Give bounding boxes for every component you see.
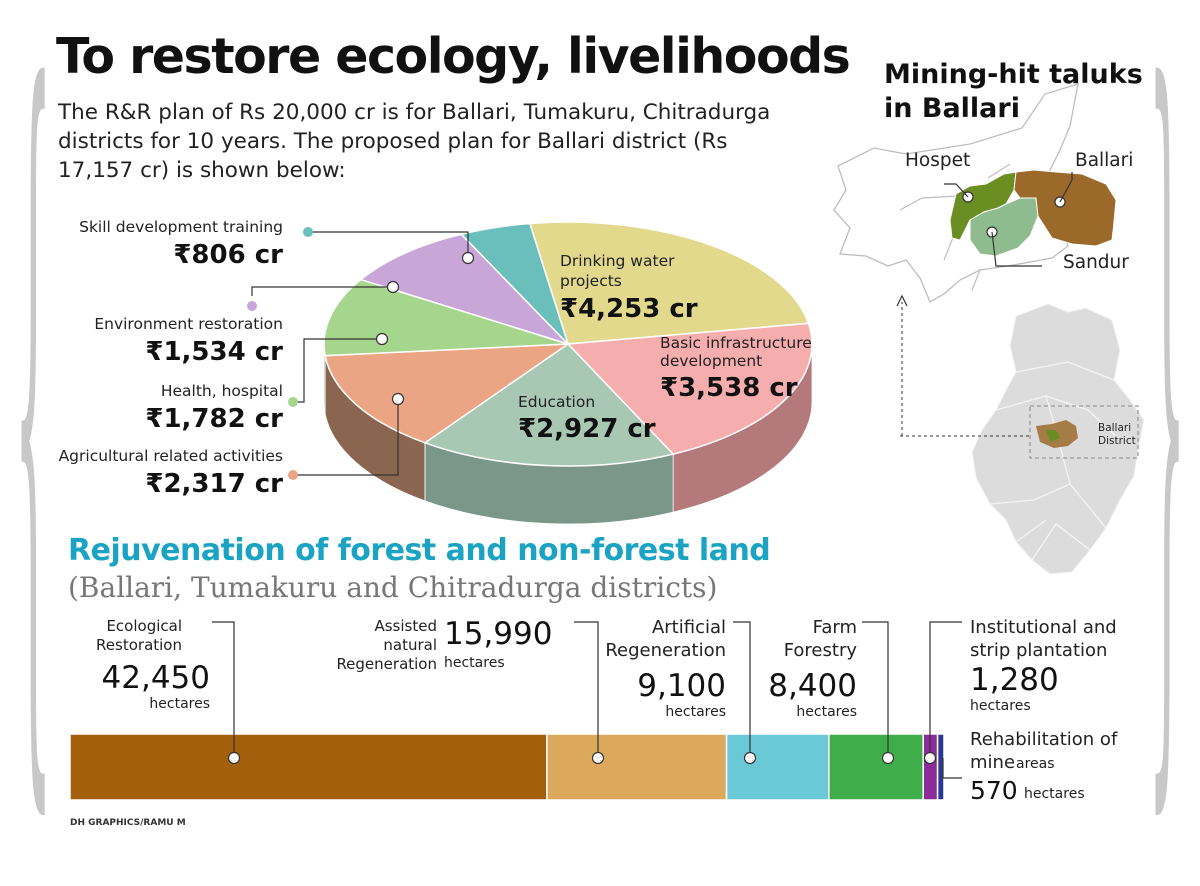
legend-dot-agri bbox=[288, 470, 298, 480]
eco-value: 42,450 bbox=[101, 660, 210, 696]
reh-label-3: areas bbox=[1016, 756, 1055, 772]
page-title: To restore ecology, livelihoods bbox=[56, 28, 851, 85]
leader-farm bbox=[862, 621, 889, 758]
art-value: 9,100 bbox=[637, 668, 726, 704]
ballari-taluk bbox=[1013, 169, 1117, 247]
inst-value: 1,280 bbox=[970, 662, 1059, 698]
label-inset-ballari: Ballari bbox=[1098, 422, 1132, 434]
marker-environment bbox=[386, 280, 400, 294]
marker-health bbox=[375, 332, 389, 346]
value-drinking: ₹4,253 cr bbox=[560, 294, 698, 324]
label-agri: Agricultural related activities bbox=[58, 447, 283, 465]
reh-unit: hectares bbox=[1024, 786, 1085, 802]
marker-art bbox=[743, 751, 757, 765]
section-subtitle: (Ballari, Tumakuru and Chitradurga distr… bbox=[68, 571, 718, 604]
label-skill: Skill development training bbox=[79, 218, 283, 236]
map-title-line1: Mining-hit taluks bbox=[884, 59, 1143, 90]
label-hospet: Hospet bbox=[905, 150, 971, 171]
pie-slice-0 bbox=[528, 221, 810, 345]
legend-dot-skill bbox=[303, 227, 313, 237]
bar-segment-2 bbox=[725, 733, 830, 801]
pie-slice-3 bbox=[324, 343, 571, 444]
art-label-1: Artificial bbox=[651, 617, 726, 638]
eco-label-1: Ecological bbox=[106, 617, 182, 635]
label-drinking-1: Drinking water bbox=[560, 252, 675, 270]
marker-farm bbox=[881, 751, 895, 765]
bar-segment-1 bbox=[546, 733, 728, 801]
page-subtitle: The R&R plan of Rs 20,000 cr is for Ball… bbox=[58, 100, 771, 183]
marker-eco bbox=[227, 751, 241, 765]
section-title: Rejuvenation of forest and non-forest la… bbox=[68, 533, 771, 568]
label-inset-district: District bbox=[1098, 435, 1136, 447]
leader-art bbox=[733, 621, 751, 758]
anr-label-3: Regeneration bbox=[336, 655, 437, 673]
anr-label-2: natural bbox=[383, 636, 437, 654]
map-title: Mining-hit taluks in Ballari bbox=[884, 58, 1143, 126]
value-health: ₹1,782 cr bbox=[145, 404, 283, 434]
leader-reh bbox=[942, 758, 962, 779]
bar-segment-3 bbox=[828, 733, 924, 801]
leader-inst bbox=[929, 621, 962, 758]
reh-label-1: Rehabilitation of bbox=[970, 729, 1118, 750]
marker-agri bbox=[391, 392, 405, 406]
farm-label-2: Forestry bbox=[783, 640, 857, 661]
legend-dot-health bbox=[288, 397, 298, 407]
value-skill: ₹806 cr bbox=[173, 240, 283, 270]
inst-label-2: strip plantation bbox=[970, 640, 1108, 661]
legend-dot-environment bbox=[247, 301, 257, 311]
farm-unit: hectares bbox=[796, 704, 857, 720]
reh-label-2: mine bbox=[970, 752, 1016, 773]
map-title-line2: in Ballari bbox=[884, 93, 1020, 124]
label-basic-1: Basic infrastructure bbox=[660, 334, 812, 352]
leader-environment bbox=[251, 286, 393, 296]
leader-eco bbox=[212, 621, 235, 758]
bar-segment-5 bbox=[936, 733, 945, 801]
marker-skill bbox=[461, 251, 475, 265]
bar-segment-0 bbox=[69, 733, 548, 801]
leader-anr bbox=[574, 621, 599, 758]
pie-slice-1 bbox=[566, 322, 813, 455]
label-ballari: Ballari bbox=[1075, 150, 1134, 171]
leader-skill bbox=[308, 231, 469, 258]
value-basic: ₹3,538 cr bbox=[660, 373, 798, 403]
reh-value: 570 bbox=[970, 776, 1018, 805]
left-brace-decoration: { bbox=[14, 0, 53, 886]
label-drinking-2: projects bbox=[560, 272, 622, 290]
ballari-map bbox=[833, 83, 1145, 575]
pie-slice-5 bbox=[359, 233, 569, 345]
art-label-2: Regeneration bbox=[605, 640, 726, 661]
label-education: Education bbox=[518, 393, 596, 411]
stacked-bar-chart bbox=[69, 621, 962, 801]
right-brace-decoration: } bbox=[1148, 0, 1187, 886]
value-environment: ₹1,534 cr bbox=[145, 337, 283, 367]
anr-label-1: Assisted bbox=[374, 617, 437, 635]
label-basic-2: development bbox=[660, 352, 763, 370]
label-sandur: Sandur bbox=[1063, 252, 1129, 273]
leader-agri bbox=[294, 399, 399, 476]
inst-unit: hectares bbox=[970, 698, 1031, 714]
pie-chart bbox=[247, 221, 813, 525]
farm-value: 8,400 bbox=[768, 668, 857, 704]
leader-health bbox=[294, 338, 382, 403]
pie-slice-6 bbox=[459, 222, 569, 345]
marker-anr bbox=[591, 751, 605, 765]
label-environment: Environment restoration bbox=[94, 315, 283, 333]
value-education: ₹2,927 cr bbox=[518, 414, 656, 444]
pie-slice-2 bbox=[423, 343, 675, 467]
anr-unit: hectares bbox=[444, 655, 505, 671]
art-unit: hectares bbox=[665, 704, 726, 720]
eco-label-2: Restoration bbox=[96, 636, 182, 654]
anr-value: 15,990 bbox=[444, 616, 553, 652]
marker-inst bbox=[923, 751, 937, 765]
inset-highlight-box bbox=[1029, 405, 1139, 459]
farm-label-1: Farm bbox=[812, 617, 857, 638]
value-agri: ₹2,317 cr bbox=[145, 469, 283, 499]
credit-text: DH GRAPHICS/RAMU M bbox=[70, 818, 186, 828]
eco-unit: hectares bbox=[149, 696, 210, 712]
label-health: Health, hospital bbox=[160, 382, 283, 400]
inst-label-1: Institutional and bbox=[970, 617, 1117, 638]
